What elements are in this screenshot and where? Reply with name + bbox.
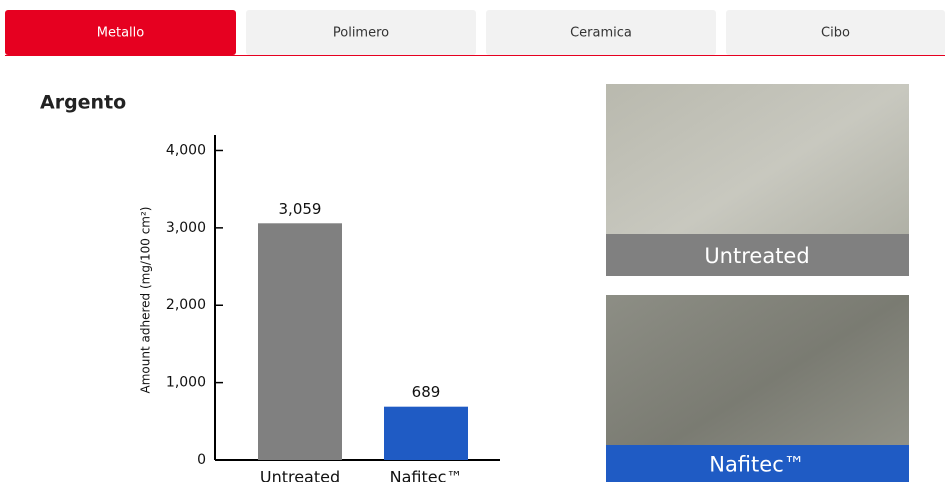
tab-label[interactable]: Cibo	[821, 26, 850, 41]
x-tick-label: Untreated	[260, 468, 340, 483]
section-title: Argento	[40, 92, 126, 114]
y-tick-label: 3,000	[166, 220, 206, 236]
tab-label[interactable]: Ceramica	[570, 26, 632, 41]
value-label: 689	[412, 383, 441, 401]
value-label: 3,059	[279, 200, 322, 218]
tab-label[interactable]: Metallo	[97, 26, 145, 41]
tab-label[interactable]: Polimero	[333, 26, 389, 41]
y-axis-label: Amount adhered (mg/100 cm²)	[139, 207, 153, 394]
y-tick-label: 1,000	[166, 375, 206, 391]
page: Argento Metallo Polimero Ceramica Cibo 0 1,00…	[0, 0, 945, 482]
bar	[258, 223, 342, 460]
bar	[384, 407, 468, 460]
y-tick-label: 2,000	[166, 297, 206, 313]
screen: Argento Metallo Polimero Ceramica Cibo 0 1,00…	[0, 0, 945, 482]
y-tick-label: 4,000	[166, 142, 206, 158]
y-tick-label: 0	[197, 452, 206, 468]
image-caption: Untreated	[704, 244, 809, 268]
x-tick-label: Nafitec™	[390, 468, 463, 483]
image-caption: Nafitec™	[709, 453, 805, 477]
